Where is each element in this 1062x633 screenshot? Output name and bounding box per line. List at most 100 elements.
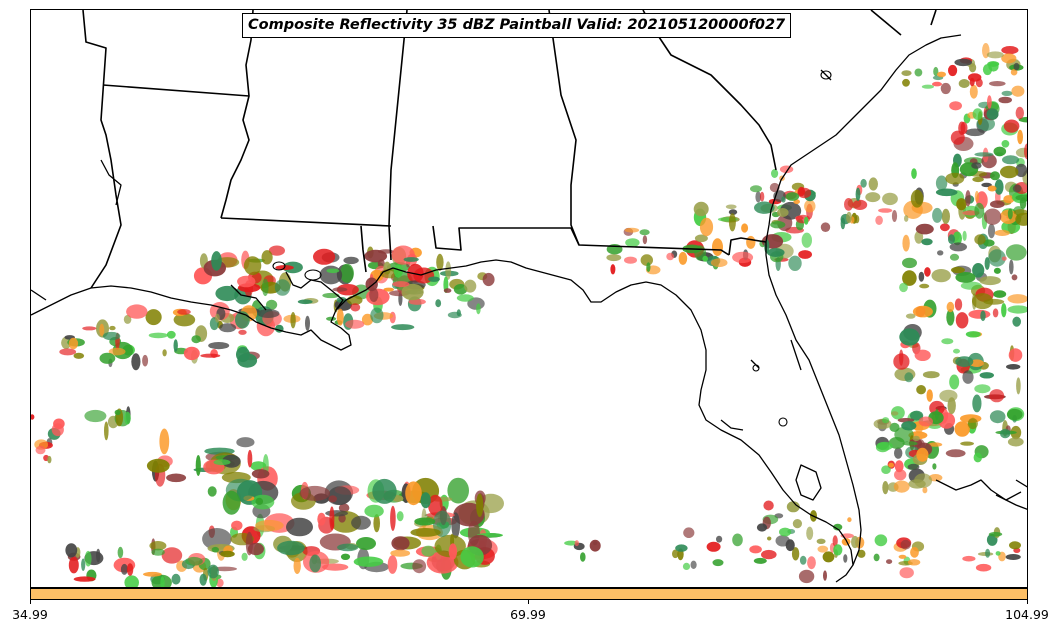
precipitation-cell [992, 308, 999, 318]
precipitation-cell [954, 421, 970, 437]
precipitation-cell [868, 177, 878, 191]
precipitation-cell [899, 328, 920, 346]
precipitation-cell [207, 486, 217, 497]
precipitation-cell [351, 515, 371, 530]
precipitation-cell [940, 82, 951, 95]
precipitation-cell [902, 78, 910, 87]
precipitation-cell [435, 299, 442, 308]
precipitation-cell [949, 374, 960, 390]
precipitation-cell [151, 548, 165, 556]
precipitation-cell [728, 209, 738, 215]
precipitation-cell [916, 447, 929, 462]
precipitation-cell [1000, 165, 1019, 179]
precipitation-cell [785, 192, 800, 201]
precipitation-cell [219, 323, 237, 333]
precipitation-cell [640, 254, 653, 266]
precipitation-cell [1012, 316, 1021, 327]
precipitation-cell [916, 385, 926, 395]
precipitation-cell [974, 234, 986, 245]
precipitation-cell [988, 249, 1006, 267]
precipitation-cell [902, 257, 917, 269]
precipitation-cell [1019, 197, 1027, 209]
precipitation-cells [31, 43, 1027, 587]
precipitation-cell [894, 460, 904, 473]
precipitation-cell [35, 445, 46, 455]
precipitation-cell [725, 204, 737, 210]
precipitation-cell [403, 257, 419, 262]
precipitation-cell [712, 559, 724, 567]
precipitation-cell [844, 198, 854, 211]
precipitation-cell [99, 323, 105, 336]
precipitation-cell [247, 449, 253, 468]
precipitation-cell [716, 535, 723, 543]
precipitation-cell [114, 409, 121, 416]
precipitation-cell [231, 520, 243, 531]
precipitation-cell [414, 517, 436, 526]
precipitation-cell [921, 84, 935, 89]
precipitation-cell [962, 555, 976, 562]
precipitation-cell [322, 563, 349, 571]
precipitation-cell [911, 168, 917, 180]
precipitation-cell [788, 255, 802, 271]
precipitation-cell [428, 276, 440, 282]
precipitation-cell [840, 217, 846, 230]
precipitation-cell [771, 169, 779, 178]
precipitation-cell [865, 192, 881, 203]
precipitation-cell [166, 473, 187, 483]
precipitation-cell [987, 223, 996, 239]
precipitation-cell [213, 459, 231, 466]
precipitation-cell [317, 512, 326, 526]
precipitation-cell [1015, 212, 1027, 226]
map-canvas [31, 10, 1027, 587]
precipitation-cell [955, 272, 976, 283]
precipitation-cell [873, 553, 880, 562]
precipitation-cell [564, 540, 578, 546]
precipitation-cell [326, 268, 340, 274]
precipitation-cell [989, 81, 1006, 87]
precipitation-cell [642, 235, 648, 245]
precipitation-cell [245, 531, 253, 556]
precipitation-cell [682, 562, 691, 571]
precipitation-cell [901, 421, 917, 431]
precipitation-cell [222, 490, 241, 515]
precipitation-cell [750, 185, 762, 193]
precipitation-cell [328, 495, 338, 503]
precipitation-cell [954, 58, 972, 67]
precipitation-cell [31, 414, 35, 420]
precipitation-cell [806, 526, 814, 540]
colorbar-tick-label-min: 34.99 [12, 607, 48, 622]
precipitation-cell [1017, 129, 1023, 145]
precipitation-cell [124, 411, 131, 425]
precipitation-cell [763, 500, 774, 511]
precipitation-cell [84, 550, 92, 567]
precipitation-cell [918, 271, 925, 282]
precipitation-cell [82, 326, 97, 331]
precipitation-cell [881, 465, 891, 475]
precipitation-cell [336, 308, 344, 326]
precipitation-cell [173, 339, 178, 352]
precipitation-cell [972, 293, 994, 310]
precipitation-cell [993, 146, 1007, 157]
precipitation-cell [799, 555, 807, 565]
precipitation-cell [950, 130, 965, 145]
precipitation-cell [820, 222, 831, 232]
precipitation-cell [675, 544, 688, 552]
precipitation-cell [932, 463, 937, 470]
precipitation-cell [937, 250, 944, 256]
precipitation-cell [985, 548, 991, 558]
precipitation-cell [898, 554, 907, 559]
precipitation-cell [791, 547, 800, 561]
precipitation-cell [393, 264, 403, 278]
precipitation-cell [965, 190, 971, 207]
precipitation-cell [690, 560, 697, 569]
precipitation-cell [857, 549, 866, 558]
precipitation-cell [126, 563, 134, 576]
colorbar [30, 588, 1028, 600]
precipitation-cell [928, 442, 943, 447]
precipitation-cell [832, 535, 838, 547]
precipitation-cell [974, 190, 980, 203]
precipitation-cell [958, 79, 970, 88]
precipitation-cell [326, 316, 337, 321]
precipitation-cell [953, 348, 960, 354]
precipitation-cell [946, 301, 955, 313]
